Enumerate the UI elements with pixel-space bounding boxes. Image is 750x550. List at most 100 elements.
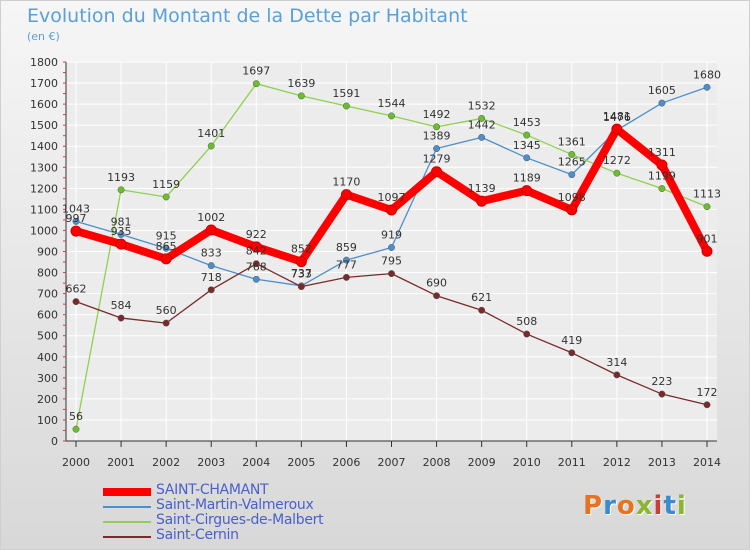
- data-point: [72, 425, 80, 433]
- y-tick-label: 1000: [30, 224, 58, 237]
- data-point: [72, 217, 80, 225]
- data-point: [117, 186, 125, 194]
- data-label: 1401: [197, 127, 225, 140]
- data-point: [207, 142, 215, 150]
- y-tick-label: 300: [37, 372, 58, 385]
- y-tick-label: 500: [37, 330, 58, 343]
- data-point: [658, 185, 666, 192]
- data-point: [431, 166, 443, 178]
- data-point: [703, 401, 711, 409]
- data-label: 1680: [693, 68, 721, 81]
- data-label: 981: [111, 215, 132, 228]
- data-label: 584: [111, 299, 132, 312]
- data-label: 1139: [468, 182, 496, 195]
- data-point: [703, 83, 711, 91]
- data-label: 842: [246, 245, 267, 258]
- data-label: 737: [291, 267, 312, 280]
- y-tick-label: 1700: [30, 77, 58, 90]
- data-label: 1279: [423, 153, 451, 166]
- legend-swatch: [103, 536, 151, 538]
- legend-swatch: [103, 506, 151, 508]
- data-label: 1159: [152, 178, 180, 191]
- y-tick-label: 1800: [30, 56, 58, 69]
- data-label: 1345: [513, 139, 541, 152]
- data-point: [386, 204, 397, 216]
- data-label: 1193: [107, 171, 135, 184]
- data-point: [476, 195, 488, 207]
- data-label: 1265: [558, 156, 586, 169]
- data-point: [478, 133, 486, 141]
- data-label: 1605: [648, 84, 676, 97]
- x-tick-label: 2003: [197, 456, 225, 469]
- y-tick-label: 100: [37, 414, 58, 427]
- data-point: [72, 298, 80, 306]
- data-point: [433, 145, 441, 152]
- data-label: 922: [246, 228, 267, 241]
- data-point: [523, 330, 531, 338]
- data-label: 314: [606, 356, 627, 369]
- data-point: [205, 224, 217, 236]
- data-label: 690: [426, 277, 447, 290]
- y-tick-label: 1500: [30, 119, 58, 132]
- y-tick-label: 600: [37, 309, 58, 322]
- data-point: [703, 203, 711, 211]
- data-label: 1492: [423, 108, 451, 121]
- x-tick-label: 2010: [513, 456, 541, 469]
- data-point: [252, 260, 260, 268]
- data-point: [611, 123, 623, 135]
- data-label: 662: [66, 283, 87, 296]
- data-label: 718: [201, 271, 222, 284]
- data-point: [160, 253, 172, 265]
- data-label: 1272: [603, 154, 631, 167]
- data-point: [70, 225, 82, 237]
- data-point: [117, 230, 125, 238]
- data-label: 1453: [513, 116, 541, 129]
- data-label: 1189: [513, 172, 541, 185]
- legend-label: Saint-Cernin: [156, 527, 239, 543]
- data-point: [115, 238, 127, 250]
- y-tick-label: 800: [37, 267, 58, 280]
- x-tick-label: 2004: [242, 456, 270, 469]
- data-label: 1098: [558, 191, 586, 204]
- data-label: 508: [516, 315, 537, 328]
- data-point: [342, 273, 350, 281]
- y-tick-label: 0: [51, 435, 58, 448]
- chart-title: Evolution du Montant de la Dette par Hab…: [27, 5, 468, 27]
- data-label: 733: [291, 268, 312, 281]
- x-tick-label: 2011: [558, 456, 586, 469]
- data-point: [433, 292, 441, 300]
- data-point: [523, 131, 531, 139]
- data-point: [658, 390, 666, 398]
- data-label: 223: [651, 375, 672, 388]
- logo-letter: P: [583, 491, 604, 521]
- x-tick-label: 2005: [287, 456, 315, 469]
- legend-label: Saint-Martin-Valmeroux: [156, 497, 314, 513]
- data-label: 621: [471, 291, 492, 304]
- y-tick-label: 1100: [30, 203, 58, 216]
- data-point: [252, 80, 260, 88]
- data-label: 1442: [468, 118, 496, 131]
- data-point: [342, 256, 350, 264]
- y-tick-label: 1400: [30, 140, 58, 153]
- data-point: [478, 114, 486, 122]
- data-label: 1481: [603, 110, 631, 123]
- data-point: [252, 275, 260, 283]
- data-label: 915: [156, 229, 177, 242]
- proxiti-logo: Proxiti: [583, 491, 687, 521]
- x-tick-label: 2002: [152, 456, 180, 469]
- data-point: [478, 306, 486, 314]
- data-label: 901: [697, 232, 718, 245]
- legend-item: Saint-Martin-Valmeroux: [103, 497, 403, 515]
- data-label: 1113: [693, 188, 721, 201]
- data-point: [342, 102, 350, 110]
- data-label: 935: [111, 225, 132, 238]
- data-label: 777: [336, 258, 357, 271]
- data-point: [162, 319, 170, 327]
- data-point: [295, 256, 307, 268]
- x-tick-label: 2007: [378, 456, 406, 469]
- data-label: 1591: [332, 87, 360, 100]
- data-point: [658, 99, 666, 107]
- data-label: 768: [246, 260, 267, 273]
- data-point: [568, 150, 576, 158]
- data-label: 1002: [197, 211, 225, 224]
